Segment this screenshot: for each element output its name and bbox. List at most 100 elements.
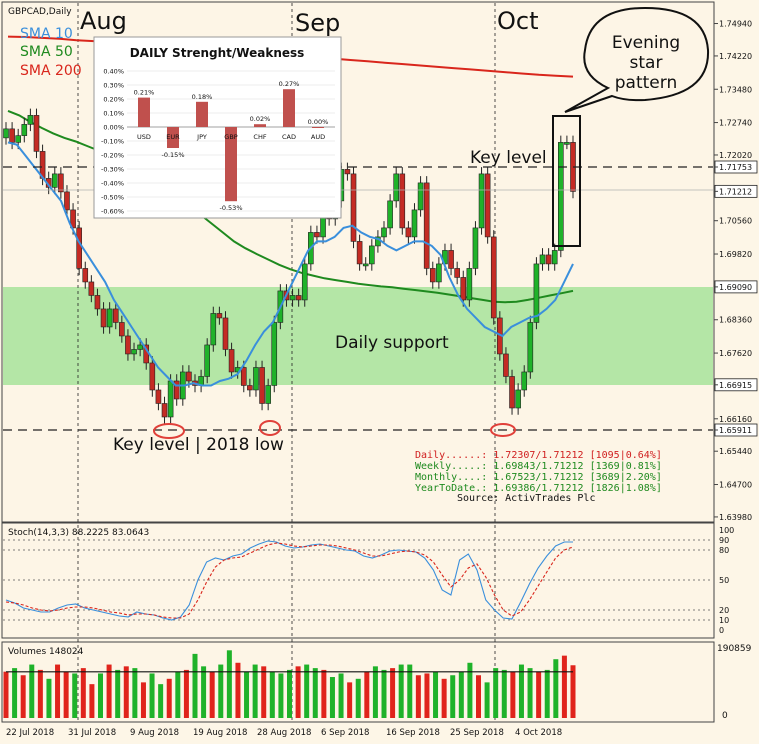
price-axis: 1.74940 1.74220 1.73480 1.72740 1.72020 1.717… — [713, 2, 758, 522]
volume-bar-8 — [72, 673, 78, 718]
candle-body-12 — [76, 227, 82, 269]
inset-category-eur: EUR — [166, 133, 180, 141]
inset-y-tick-7: -0.30% — [101, 166, 124, 174]
date-tick-label-7: 25 Sep 2018 — [450, 728, 504, 738]
volume-bar-26 — [226, 650, 232, 718]
stoch-level-label-80: 80 — [719, 546, 729, 555]
inset-y-tick-0: 0.40% — [103, 68, 124, 76]
volume-bar-65 — [561, 655, 567, 718]
date-tick-label-2: 9 Aug 2018 — [130, 728, 179, 738]
volume-bar-12 — [106, 664, 112, 718]
volume-bar-6 — [55, 664, 61, 718]
price-tick-label-14: 1.65911 — [719, 426, 752, 435]
legend-sma50: SMA 50 — [20, 44, 73, 60]
month-label-sep: Sep — [295, 9, 340, 37]
candle-body-1 — [9, 128, 15, 143]
price-tick-label-1: 1.74220 — [719, 52, 752, 61]
date-tick-label-8: 4 Oct 2018 — [515, 728, 562, 738]
volume-bar-58 — [501, 669, 507, 718]
volume-bar-17 — [149, 673, 155, 718]
candle-body-17 — [106, 308, 113, 328]
candle-body-34 — [210, 313, 217, 346]
stoch-main-line — [5, 540, 573, 621]
volume-bar-3 — [29, 664, 35, 718]
volume-bar-55 — [476, 675, 481, 718]
volume-bar-50 — [433, 671, 439, 718]
stoch-signal-line — [5, 542, 574, 619]
inset-y-tick-4: 0.00% — [103, 124, 124, 132]
price-tick-label-12: 1.66915 — [719, 381, 752, 390]
inset-value-gbp: -0.53% — [220, 204, 243, 212]
candle-body-47 — [289, 295, 296, 301]
candle-body-10 — [64, 191, 70, 211]
inset-y-tick-10: -0.60% — [101, 208, 124, 216]
stoch-level-label-20: 20 — [719, 606, 729, 615]
inset-y-tick-3: 0.10% — [103, 110, 124, 118]
date-tick-label-4: 28 Aug 2018 — [257, 728, 311, 738]
volume-bar-60 — [518, 664, 524, 718]
inset-y-tick-8: -0.40% — [101, 180, 124, 188]
volume-bar-27 — [235, 662, 241, 718]
stats-monthly: Monthly....: 1.67523/1.71212 [3689|2.20%… — [415, 472, 662, 483]
candle-body-36 — [222, 317, 229, 350]
volume-bar-7 — [63, 671, 69, 718]
symbol-label: GBPCAD,Daily — [8, 7, 72, 17]
candle-body-78 — [478, 173, 485, 229]
candle-body-80 — [490, 236, 497, 319]
inset-bar-chf — [254, 124, 266, 127]
candle-body-90 — [551, 250, 558, 265]
candle-body-3 — [21, 124, 28, 136]
inset-value-usd: 0.21% — [134, 89, 155, 97]
volume-bar-51 — [441, 678, 447, 718]
stoch-level-label-50: 50 — [719, 576, 729, 585]
sma-10-line — [7, 141, 574, 387]
inset-bar-eur — [167, 127, 179, 148]
price-tick-label-9: 1.69090 — [719, 283, 752, 292]
candle-body-43 — [265, 385, 271, 404]
volume-bar-47 — [407, 664, 413, 718]
inset-bar-usd — [138, 97, 150, 127]
volume-bar-9 — [80, 668, 86, 718]
volume-bar-42 — [364, 671, 370, 718]
volume-bar-15 — [132, 668, 138, 718]
date-tick-label-1: 31 Jul 2018 — [68, 728, 116, 738]
volume-bar-5 — [46, 678, 52, 718]
volume-bar-28 — [244, 671, 250, 718]
low-marker-1 — [153, 423, 185, 439]
volume-zero-label: 0 — [722, 711, 728, 721]
candle-body-60 — [369, 245, 375, 265]
inset-y-tick-5: -0.10% — [101, 138, 124, 146]
volume-bar-18 — [158, 684, 164, 718]
candle-body-33 — [204, 344, 210, 377]
candle-body-18 — [112, 308, 119, 323]
volume-bar-1 — [12, 668, 18, 718]
candle-body-76 — [466, 268, 473, 301]
volume-bar-20 — [175, 671, 181, 718]
date-tick-label-5: 6 Sep 2018 — [321, 728, 369, 738]
price-tick-label-3: 1.72740 — [719, 119, 752, 128]
volume-bar-53 — [458, 671, 464, 718]
candle-body-89 — [545, 254, 552, 265]
volume-bar-19 — [166, 678, 172, 718]
inset-bar-jpy — [196, 101, 208, 127]
candle-body-70 — [429, 268, 436, 283]
date-axis: 22 Jul 2018 31 Jul 2018 9 Aug 2018 19 Aug 2… — [6, 728, 562, 738]
candle-body-2 — [15, 135, 21, 143]
volume-bar-14 — [123, 666, 129, 718]
price-tick-label-7: 1.70560 — [719, 217, 752, 226]
inset-bar-cad — [283, 89, 295, 127]
candle-body-67 — [411, 209, 418, 238]
candle-body-24 — [149, 362, 156, 391]
candle-body-87 — [533, 263, 540, 323]
volume-bar-43 — [372, 666, 378, 718]
month-label-oct: Oct — [497, 7, 539, 35]
inset-bar-aud — [312, 127, 324, 128]
key-level-label-top: Key level — [470, 148, 547, 168]
candle-body-8 — [51, 173, 58, 188]
candle-body-20 — [125, 335, 131, 355]
volume-bar-34 — [295, 666, 301, 718]
candle-body-71 — [436, 263, 442, 283]
candle-body-73 — [448, 250, 454, 269]
volume-bar-41 — [355, 678, 361, 718]
legend-sma10: SMA 10 — [20, 26, 73, 42]
